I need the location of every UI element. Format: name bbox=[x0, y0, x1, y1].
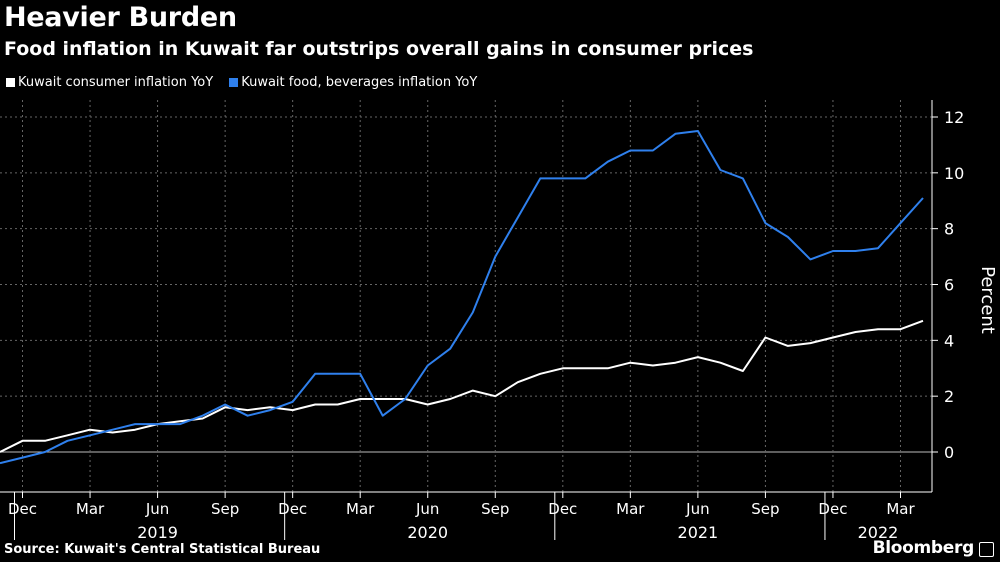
y-axis-title: Percent bbox=[977, 266, 998, 334]
source-note: Source: Kuwait's Central Statistical Bur… bbox=[4, 542, 321, 557]
bloomberg-icon bbox=[979, 542, 994, 557]
x-tick-label: Dec bbox=[548, 500, 577, 518]
series-line-food-inflation bbox=[0, 130, 924, 465]
legend-item-consumer: Kuwait consumer inflation YoY bbox=[6, 75, 213, 90]
x-tick-label: Sep bbox=[481, 500, 509, 518]
legend-label-food: Kuwait food, beverages inflation YoY bbox=[241, 75, 478, 90]
legend-swatch-food bbox=[229, 78, 239, 87]
x-tick-label: Dec bbox=[8, 500, 37, 518]
x-tick-label: Jun bbox=[685, 500, 709, 518]
y-tick-label: 8 bbox=[944, 220, 954, 239]
year-label: 2021 bbox=[678, 523, 719, 542]
x-tick-label: Mar bbox=[886, 500, 915, 518]
legend-label-consumer: Kuwait consumer inflation YoY bbox=[18, 75, 214, 90]
legend-swatch-consumer bbox=[6, 78, 15, 87]
y-tick-label: 4 bbox=[944, 331, 954, 350]
y-tick-label: 2 bbox=[944, 387, 954, 406]
x-tick-label: Jun bbox=[145, 500, 169, 518]
y-tick-label: 12 bbox=[944, 108, 964, 127]
y-tick-label: 6 bbox=[944, 276, 954, 295]
x-tick-label: Jun bbox=[415, 500, 439, 518]
y-tick-label: 10 bbox=[944, 164, 964, 183]
x-tick-label: Dec bbox=[278, 500, 307, 518]
chart-subtitle: Food inflation in Kuwait far outstrips o… bbox=[4, 38, 754, 60]
legend: Kuwait consumer inflation YoY Kuwait foo… bbox=[6, 75, 477, 90]
year-label: 2022 bbox=[858, 523, 899, 542]
x-tick-label: Dec bbox=[818, 500, 847, 518]
legend-item-food: Kuwait food, beverages inflation YoY bbox=[229, 75, 477, 90]
x-tick-label: Sep bbox=[751, 500, 779, 518]
x-tick-label: Mar bbox=[616, 500, 645, 518]
brand-logo: Bloomberg bbox=[872, 538, 975, 558]
x-tick-label: Sep bbox=[211, 500, 239, 518]
x-tick-label: Mar bbox=[346, 500, 375, 518]
x-tick-label: Mar bbox=[76, 500, 105, 518]
chart-title: Heavier Burden bbox=[4, 2, 237, 33]
year-label: 2019 bbox=[137, 523, 178, 542]
year-label: 2020 bbox=[407, 523, 448, 542]
y-tick-label: 0 bbox=[944, 443, 954, 462]
